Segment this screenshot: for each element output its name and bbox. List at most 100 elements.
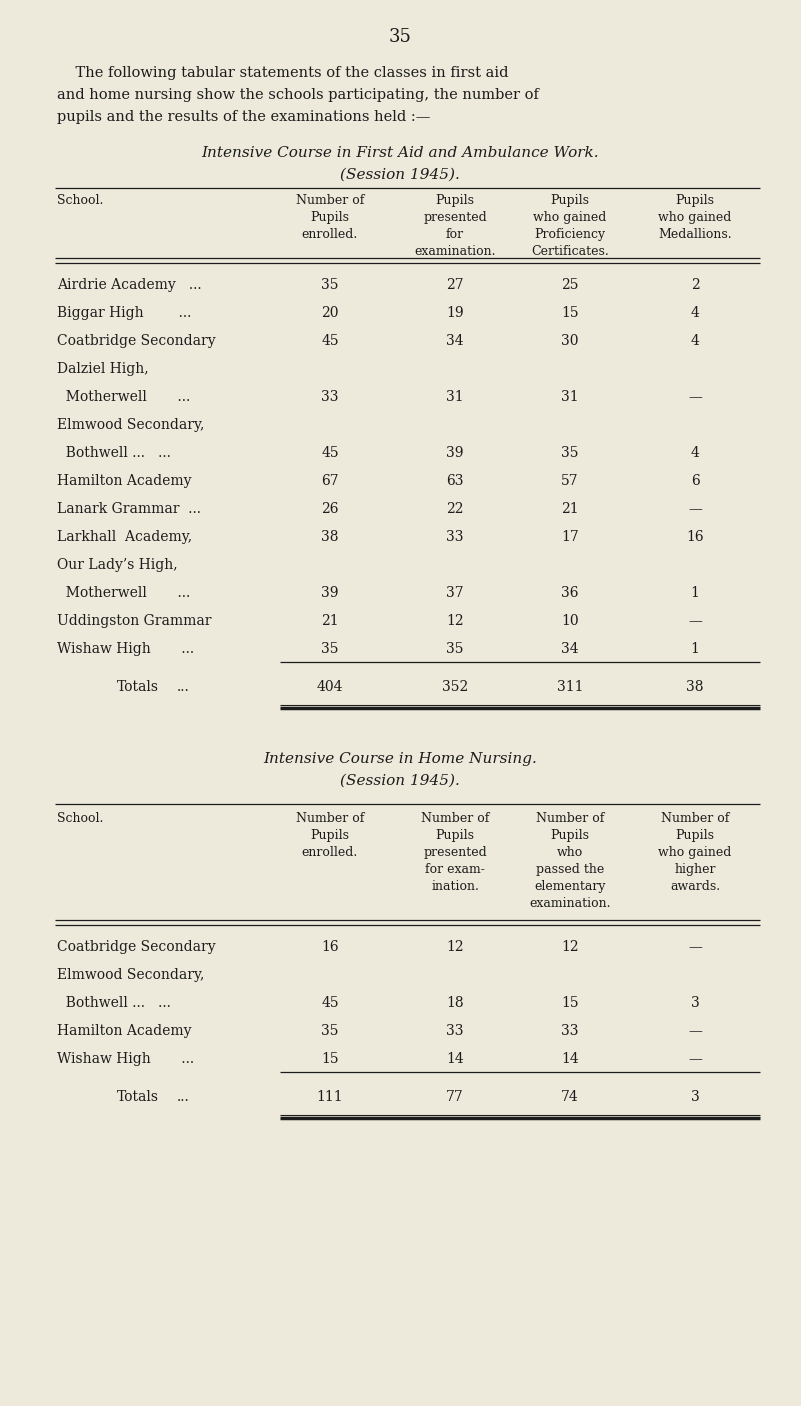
Text: 37: 37: [446, 586, 464, 600]
Text: Biggar High        ...: Biggar High ...: [57, 307, 191, 321]
Text: Pupils
who gained
Proficiency
Certificates.: Pupils who gained Proficiency Certificat…: [531, 194, 609, 257]
Text: —: —: [688, 389, 702, 404]
Text: 35: 35: [321, 278, 339, 292]
Text: Number of
Pupils
enrolled.: Number of Pupils enrolled.: [296, 813, 364, 859]
Text: 18: 18: [446, 995, 464, 1010]
Text: pupils and the results of the examinations held :—: pupils and the results of the examinatio…: [57, 110, 430, 124]
Text: 3: 3: [690, 995, 699, 1010]
Text: 4: 4: [690, 335, 699, 349]
Text: 30: 30: [562, 335, 579, 349]
Text: 352: 352: [442, 681, 468, 695]
Text: 25: 25: [562, 278, 579, 292]
Text: 16: 16: [686, 530, 704, 544]
Text: 35: 35: [321, 643, 339, 657]
Text: Number of
Pupils
who gained
higher
awards.: Number of Pupils who gained higher award…: [658, 813, 731, 893]
Text: Motherwell       ...: Motherwell ...: [57, 389, 191, 404]
Text: 16: 16: [321, 941, 339, 955]
Text: Elmwood Secondary,: Elmwood Secondary,: [57, 967, 204, 981]
Text: 33: 33: [562, 1024, 579, 1038]
Text: —: —: [688, 614, 702, 628]
Text: 35: 35: [388, 28, 412, 46]
Text: 21: 21: [562, 502, 579, 516]
Text: 45: 45: [321, 335, 339, 349]
Text: 1: 1: [690, 643, 699, 657]
Text: 34: 34: [562, 643, 579, 657]
Text: 38: 38: [321, 530, 339, 544]
Text: 31: 31: [562, 389, 579, 404]
Text: Larkhall  Academy,: Larkhall Academy,: [57, 530, 192, 544]
Text: 39: 39: [321, 586, 339, 600]
Text: School.: School.: [57, 813, 103, 825]
Text: Totals: Totals: [117, 1090, 159, 1104]
Text: 57: 57: [562, 474, 579, 488]
Text: Uddingston Grammar: Uddingston Grammar: [57, 614, 211, 628]
Text: 12: 12: [562, 941, 579, 955]
Text: 31: 31: [446, 389, 464, 404]
Text: 4: 4: [690, 446, 699, 460]
Text: 33: 33: [446, 1024, 464, 1038]
Text: Number of
Pupils
presented
for exam-
ination.: Number of Pupils presented for exam- ina…: [421, 813, 489, 893]
Text: Airdrie Academy   ...: Airdrie Academy ...: [57, 278, 202, 292]
Text: 12: 12: [446, 614, 464, 628]
Text: 35: 35: [446, 643, 464, 657]
Text: 3: 3: [690, 1090, 699, 1104]
Text: 2: 2: [690, 278, 699, 292]
Text: 1: 1: [690, 586, 699, 600]
Text: 77: 77: [446, 1090, 464, 1104]
Text: 33: 33: [321, 389, 339, 404]
Text: Intensive Course in First Aid and Ambulance Work.: Intensive Course in First Aid and Ambula…: [201, 146, 599, 160]
Text: (Session 1945).: (Session 1945).: [340, 773, 460, 787]
Text: 17: 17: [562, 530, 579, 544]
Text: 14: 14: [562, 1052, 579, 1066]
Text: —: —: [688, 1024, 702, 1038]
Text: 15: 15: [562, 995, 579, 1010]
Text: —: —: [688, 1052, 702, 1066]
Text: Coatbridge Secondary: Coatbridge Secondary: [57, 335, 215, 349]
Text: —: —: [688, 502, 702, 516]
Text: 19: 19: [446, 307, 464, 321]
Text: Number of
Pupils
enrolled.: Number of Pupils enrolled.: [296, 194, 364, 240]
Text: 15: 15: [321, 1052, 339, 1066]
Text: Bothwell ...   ...: Bothwell ... ...: [57, 446, 171, 460]
Text: 10: 10: [562, 614, 579, 628]
Text: 14: 14: [446, 1052, 464, 1066]
Text: (Session 1945).: (Session 1945).: [340, 167, 460, 181]
Text: and home nursing show the schools participating, the number of: and home nursing show the schools partic…: [57, 89, 539, 103]
Text: 20: 20: [321, 307, 339, 321]
Text: 33: 33: [446, 530, 464, 544]
Text: 26: 26: [321, 502, 339, 516]
Text: 45: 45: [321, 446, 339, 460]
Text: 12: 12: [446, 941, 464, 955]
Text: 67: 67: [321, 474, 339, 488]
Text: 35: 35: [562, 446, 579, 460]
Text: ...: ...: [177, 681, 190, 695]
Text: 21: 21: [321, 614, 339, 628]
Text: 6: 6: [690, 474, 699, 488]
Text: Coatbridge Secondary: Coatbridge Secondary: [57, 941, 215, 955]
Text: Intensive Course in Home Nursing.: Intensive Course in Home Nursing.: [263, 752, 537, 766]
Text: Bothwell ...   ...: Bothwell ... ...: [57, 995, 171, 1010]
Text: Pupils
who gained
Medallions.: Pupils who gained Medallions.: [658, 194, 732, 240]
Text: 35: 35: [321, 1024, 339, 1038]
Text: Pupils
presented
for
examination.: Pupils presented for examination.: [414, 194, 496, 257]
Text: The following tabular statements of the classes in first aid: The following tabular statements of the …: [57, 66, 509, 80]
Text: Lanark Grammar  ...: Lanark Grammar ...: [57, 502, 201, 516]
Text: 4: 4: [690, 307, 699, 321]
Text: 111: 111: [316, 1090, 344, 1104]
Text: Hamilton Academy: Hamilton Academy: [57, 474, 191, 488]
Text: School.: School.: [57, 194, 103, 207]
Text: 404: 404: [316, 681, 344, 695]
Text: Elmwood Secondary,: Elmwood Secondary,: [57, 418, 204, 432]
Text: 27: 27: [446, 278, 464, 292]
Text: 311: 311: [557, 681, 583, 695]
Text: Wishaw High       ...: Wishaw High ...: [57, 1052, 194, 1066]
Text: —: —: [688, 941, 702, 955]
Text: 63: 63: [446, 474, 464, 488]
Text: Hamilton Academy: Hamilton Academy: [57, 1024, 191, 1038]
Text: Totals: Totals: [117, 681, 159, 695]
Text: Motherwell       ...: Motherwell ...: [57, 586, 191, 600]
Text: 15: 15: [562, 307, 579, 321]
Text: 36: 36: [562, 586, 579, 600]
Text: 22: 22: [446, 502, 464, 516]
Text: 45: 45: [321, 995, 339, 1010]
